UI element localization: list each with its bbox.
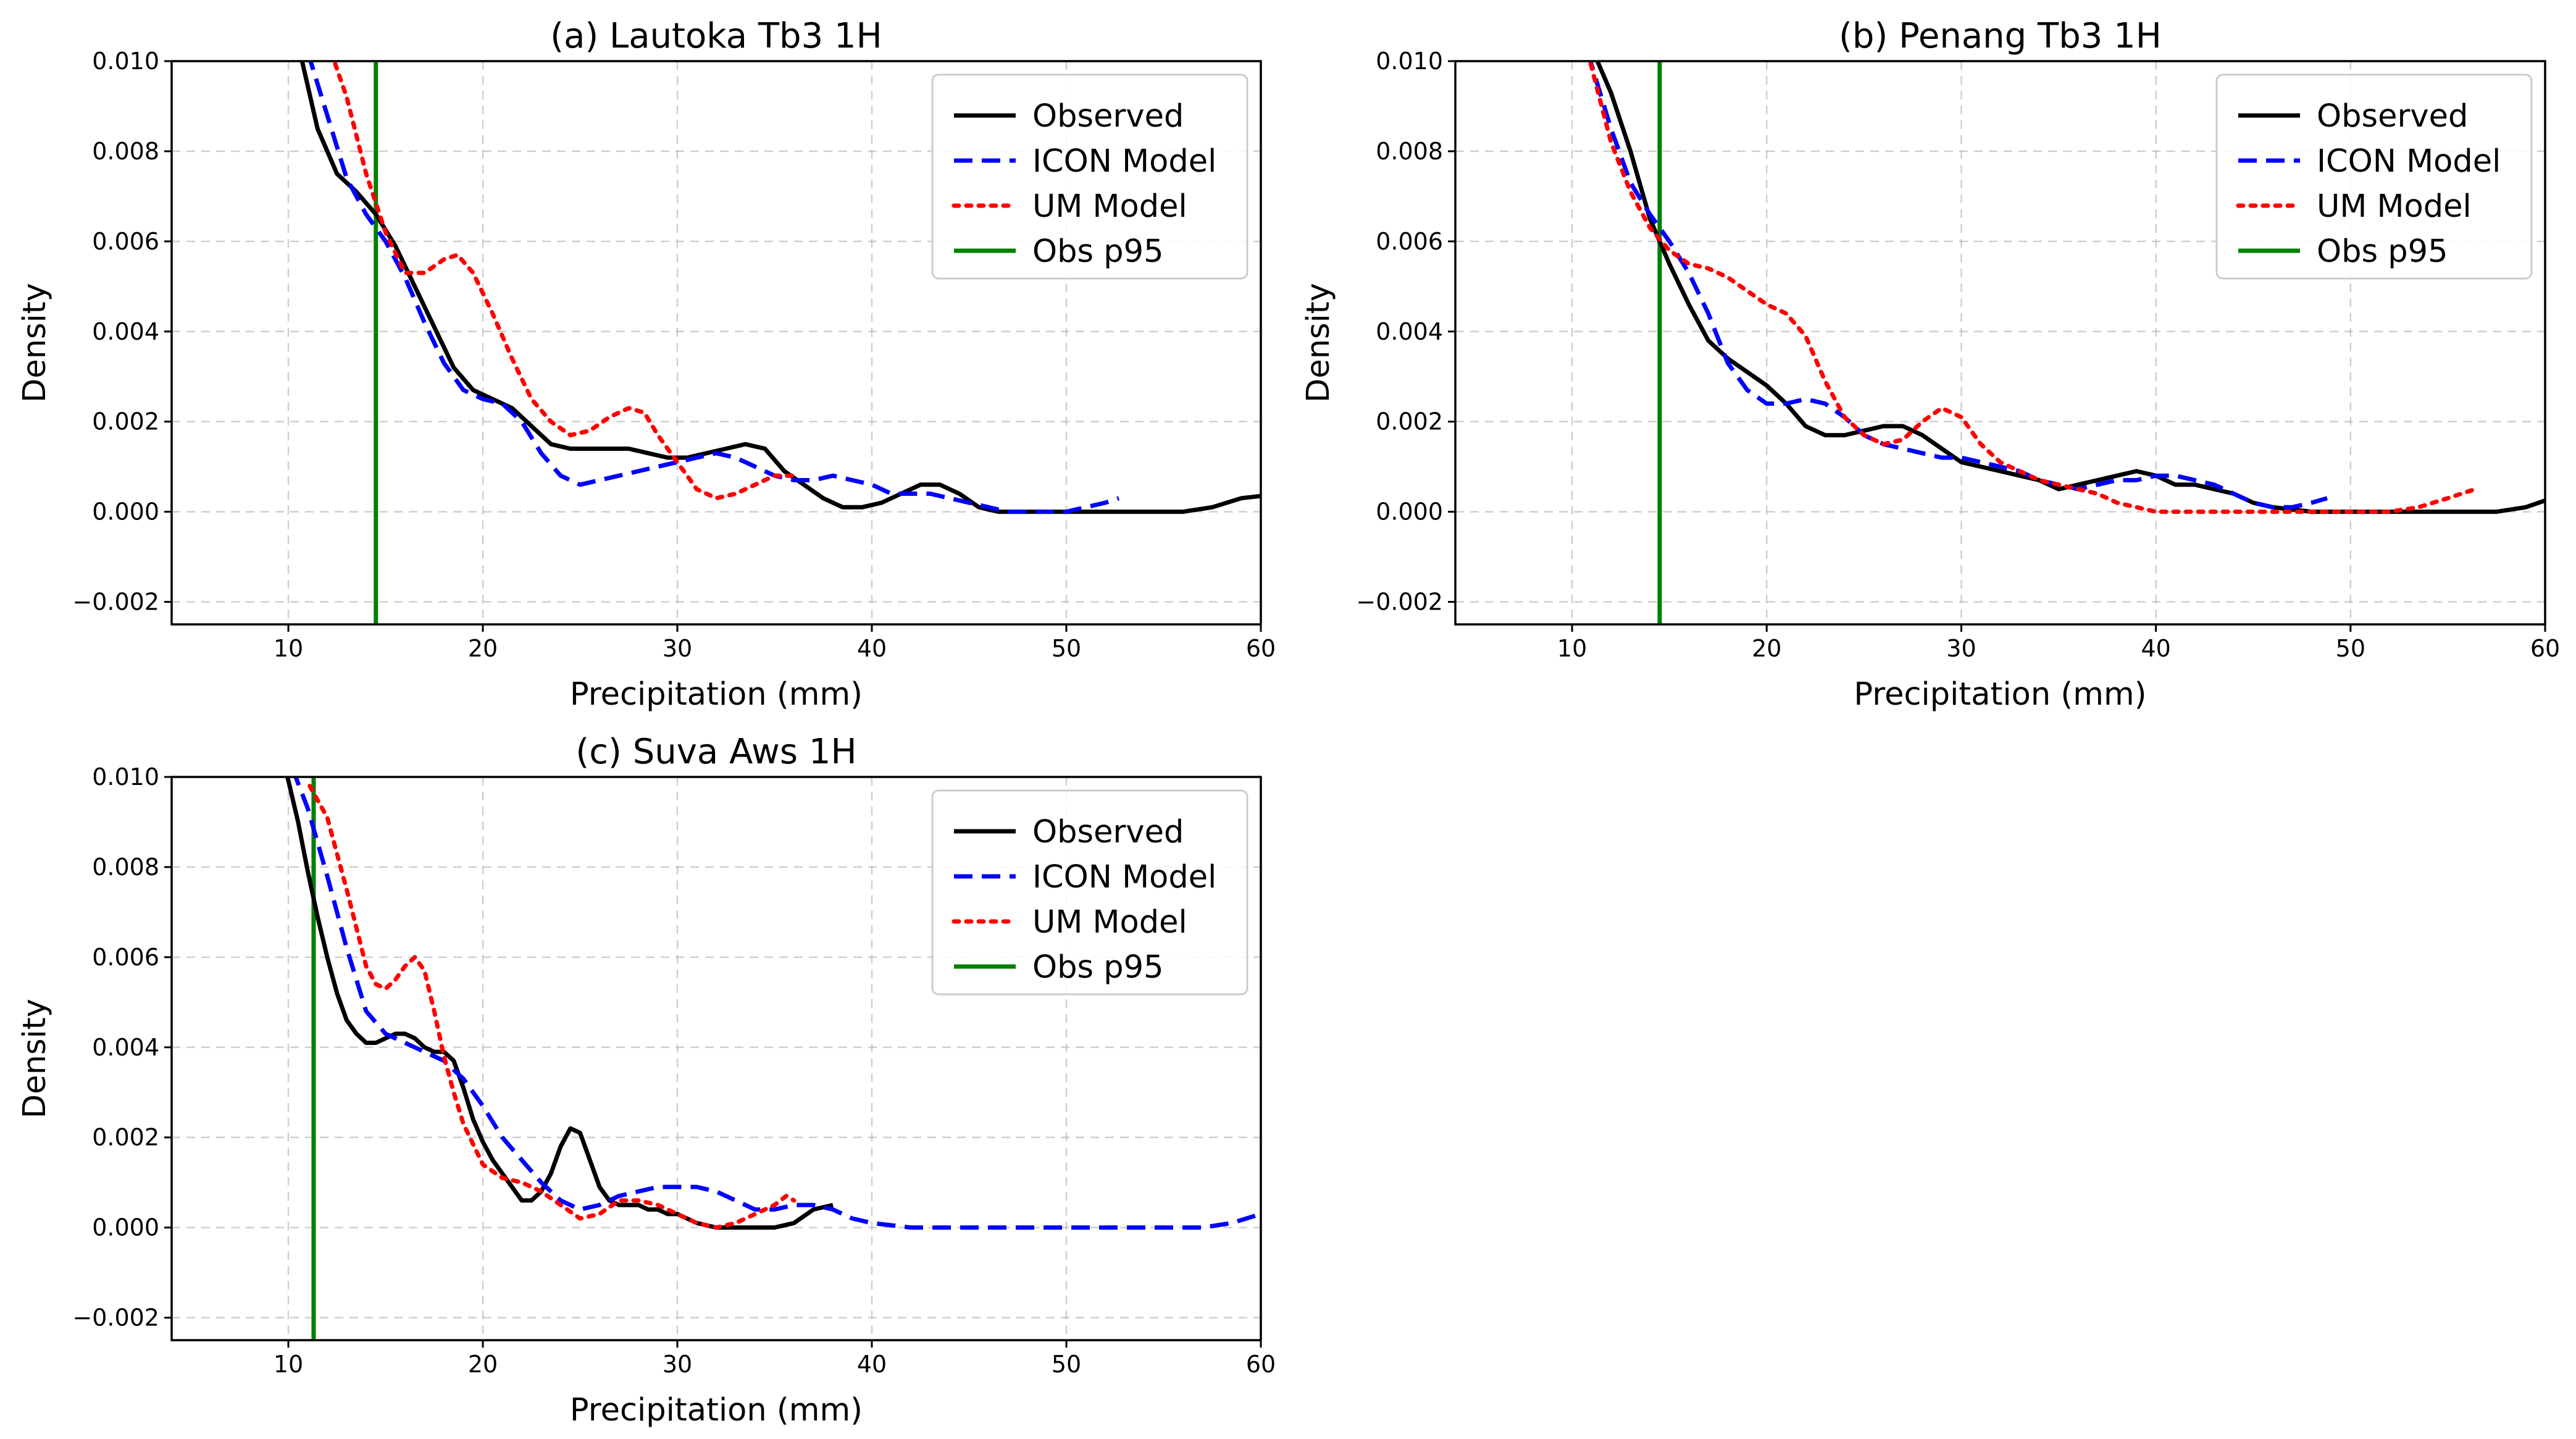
x-tick-label: 30 (1946, 635, 1976, 662)
y-tick-label: −0.002 (72, 1304, 159, 1332)
y-tick-label: 0.006 (92, 228, 159, 255)
legend-box (931, 73, 1248, 280)
y-tick-label: 0.006 (92, 944, 159, 971)
y-tick-label: 0.004 (1376, 318, 1443, 345)
y-tick-label: 0.010 (92, 763, 159, 791)
legend-label: Observed (2317, 98, 2468, 135)
x-axis-label: Precipitation (mm) (570, 1392, 863, 1429)
y-tick-label: 0.010 (1376, 48, 1443, 75)
legend-box (931, 789, 1248, 996)
panel-3: 10 20 30 40 50 60 0.010 0.008 0.006 0.004 0.002 0.0… (17, 732, 1276, 1429)
chart-title: (b) Penang Tb3 1H (1839, 16, 2162, 56)
x-axis-label: Precipitation (mm) (1854, 676, 2146, 713)
x-tick-label: 60 (2530, 635, 2560, 662)
x-tick-label: 10 (274, 1351, 303, 1378)
x-tick-label: 40 (857, 635, 887, 662)
series-line-observed (1595, 61, 2545, 514)
y-tick-label: 0.010 (92, 48, 159, 75)
chart-title: (c) Suva Aws 1H (575, 732, 856, 772)
y-axis-label: Density (17, 999, 53, 1118)
legend-label: UM Model (1032, 188, 1187, 225)
x-tick-label: 60 (1246, 635, 1276, 662)
x-tick-label: 50 (1052, 1351, 1081, 1378)
y-tick-label: 0.006 (1376, 228, 1443, 255)
panel-2: 10 20 30 40 50 60 0.010 0.008 0.006 0.004 0.002 0.0… (1300, 16, 2560, 713)
x-tick-label: 20 (468, 1351, 498, 1378)
x-tick-label: 50 (2336, 635, 2365, 662)
legend-box (2215, 73, 2533, 280)
x-tick-label: 20 (468, 635, 498, 662)
chart-title: (a) Lautoka Tb3 1H (550, 16, 882, 56)
y-tick-label: 0.000 (92, 1214, 159, 1241)
series-line-um-model (307, 784, 797, 1230)
y-tick-label: 0.002 (1376, 408, 1443, 435)
legend-label: ICON Model (1032, 143, 1216, 180)
series-line-observed (285, 777, 834, 1230)
legend-label: Obs p95 (1032, 949, 1164, 986)
y-tick-label: −0.002 (1356, 589, 1443, 616)
legend: Observed ICON Model UM Model Obs p95 (931, 73, 1248, 280)
x-tick-label: 40 (857, 1351, 887, 1378)
x-tick-label: 50 (1052, 635, 1081, 662)
legend-label: Observed (1032, 814, 1184, 850)
legend-label: ICON Model (2317, 143, 2501, 180)
x-axis-label: Precipitation (mm) (570, 676, 863, 713)
y-axis-label: Density (17, 283, 53, 403)
y-tick-label: 0.008 (92, 854, 159, 881)
y-tick-label: 0.008 (1376, 138, 1443, 165)
legend: Observed ICON Model UM Model Obs p95 (2215, 73, 2533, 280)
legend-label: Obs p95 (1032, 233, 1164, 270)
legend-label: UM Model (2317, 188, 2472, 225)
x-tick-label: 30 (663, 635, 692, 662)
series-line-icon-model (1588, 61, 2328, 510)
series-line-icon-model (293, 777, 1261, 1230)
x-tick-label: 10 (274, 635, 303, 662)
y-tick-label: 0.004 (92, 1034, 159, 1061)
x-tick-label: 40 (2141, 635, 2170, 662)
legend-label: Observed (1032, 98, 1184, 135)
y-tick-label: 0.002 (92, 1124, 159, 1151)
y-tick-label: 0.000 (92, 498, 159, 526)
series-line-icon-model (308, 61, 1120, 514)
y-tick-label: 0.000 (1376, 498, 1443, 526)
legend-label: ICON Model (1032, 859, 1216, 896)
x-tick-label: 30 (663, 1351, 692, 1378)
y-tick-label: 0.008 (92, 138, 159, 165)
plot-frame (170, 60, 1262, 626)
legend-label: Obs p95 (2317, 233, 2448, 270)
legend-label: UM Model (1032, 904, 1187, 941)
plot-frame (170, 776, 1262, 1341)
y-tick-label: 0.004 (92, 318, 159, 345)
y-tick-label: 0.002 (92, 408, 159, 435)
series-line-um-model (1587, 61, 2477, 514)
y-tick-label: −0.002 (72, 589, 159, 616)
series-line-um-model (332, 61, 797, 501)
x-tick-label: 60 (1246, 1351, 1276, 1378)
y-axis-label: Density (1300, 283, 1337, 403)
legend: Observed ICON Model UM Model Obs p95 (931, 789, 1248, 996)
plot-frame (1454, 60, 2546, 626)
x-tick-label: 20 (1752, 635, 1781, 662)
x-tick-label: 10 (1557, 635, 1587, 662)
panel-1: 10 20 30 40 50 60 0.010 0.008 0.006 0.004 0.002 0.0… (17, 16, 1276, 713)
